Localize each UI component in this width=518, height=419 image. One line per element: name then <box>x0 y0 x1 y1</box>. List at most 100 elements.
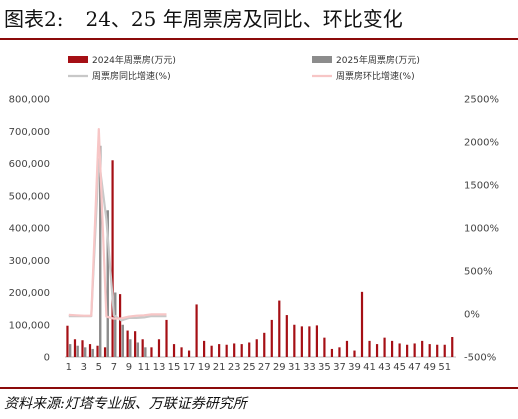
figure-label: 图表2: <box>4 7 64 31</box>
series-2024-bars <box>66 160 454 357</box>
legend-2025-swatch <box>312 56 332 63</box>
bar-2024 <box>73 339 77 357</box>
top-rule <box>0 38 518 40</box>
bar-2025 <box>68 344 72 357</box>
x-tick-label: 17 <box>183 362 196 373</box>
left-tick-label: 600,000 <box>9 159 50 170</box>
bar-2024 <box>285 315 288 357</box>
growth-lines <box>68 127 167 322</box>
chart-legend: 2024年周票房(万元) 2025年周票房(万元) 周票房同比增速(%) 周票房环比增… <box>68 54 420 82</box>
bar-2024 <box>428 344 431 357</box>
bar-2025 <box>76 345 79 357</box>
x-tick-label: 51 <box>438 362 451 373</box>
right-tick-label: 0% <box>464 310 480 321</box>
bar-2024 <box>240 344 243 357</box>
bar-2024 <box>353 350 356 357</box>
left-tick-label: 300,000 <box>9 256 50 267</box>
bar-2024 <box>421 340 424 357</box>
weekly-box-office-chart: 0 100,000 200,000 300,000 400,000 500,000 600,… <box>9 54 499 373</box>
right-tick-label: -500% <box>464 353 496 364</box>
bar-2025 <box>144 347 147 357</box>
x-tick-label: 25 <box>243 362 256 373</box>
bar-2024 <box>210 345 213 357</box>
line-wow-growth <box>68 127 167 320</box>
figure-title: 图表2: 24、25 年周票房及同比、环比变化 <box>4 4 514 34</box>
bar-2024 <box>323 337 326 357</box>
left-tick-label: 200,000 <box>9 288 50 299</box>
x-tick-label: 5 <box>96 362 102 373</box>
bar-2024 <box>195 304 198 357</box>
bar-2025 <box>99 145 102 357</box>
figure-title-text: 24、25 年周票房及同比、环比变化 <box>85 7 403 31</box>
x-tick-label: 1 <box>66 362 72 373</box>
bar-2024 <box>150 347 153 357</box>
bar-2024 <box>338 347 341 357</box>
bar-2024 <box>134 331 137 357</box>
bar-2024 <box>141 339 144 357</box>
source-note: 资料来源:灯塔专业版、万联证券研究所 <box>4 396 247 412</box>
right-tick-label: 500% <box>464 267 493 278</box>
bar-2024 <box>451 337 454 357</box>
x-tick-label: 37 <box>333 362 346 373</box>
line-yoy-growth <box>68 158 167 322</box>
bar-2025 <box>129 339 132 357</box>
left-tick-label: 500,000 <box>9 191 50 202</box>
bar-2024 <box>345 340 349 357</box>
bar-2025 <box>106 210 109 357</box>
legend-2025-label: 2025年周票房(万元) <box>336 54 420 66</box>
bar-2024 <box>375 344 379 357</box>
x-tick-label: 47 <box>408 362 421 373</box>
x-tick-label: 7 <box>111 362 117 373</box>
left-tick-label: 400,000 <box>9 224 50 235</box>
x-tick-label: 49 <box>423 362 436 373</box>
x-tick-label: 13 <box>153 362 166 373</box>
left-tick-label: 800,000 <box>9 95 50 106</box>
bar-2024 <box>368 340 371 357</box>
bar-2024 <box>187 350 191 357</box>
x-tick-label: 31 <box>288 362 301 373</box>
bar-2024 <box>398 343 401 357</box>
bottom-rule <box>0 387 518 389</box>
bar-2024 <box>308 326 311 357</box>
x-axis: 1 3 5 7 9 11 13 15 17 19 21 23 25 27 29 31 33 35 37 39 41 43 4… <box>65 356 456 373</box>
bar-2025 <box>136 342 140 357</box>
x-tick-label: 11 <box>138 362 151 373</box>
x-tick-label: 9 <box>126 362 132 373</box>
bar-2024 <box>383 337 386 357</box>
x-tick-label: 15 <box>168 362 181 373</box>
right-tick-label: 2500% <box>464 95 499 106</box>
left-tick-label: 700,000 <box>9 127 50 138</box>
bar-2024 <box>225 344 228 357</box>
series-2025-bars <box>68 145 147 357</box>
bar-2024 <box>315 325 318 357</box>
x-tick-label: 27 <box>258 362 271 373</box>
bar-2024 <box>103 347 107 357</box>
bar-2024 <box>293 324 296 357</box>
bar-2024 <box>126 330 129 357</box>
legend-2024-swatch <box>68 56 88 63</box>
legend-yoy-label: 周票房同比增速(%) <box>92 70 171 82</box>
bar-2024 <box>233 343 236 357</box>
bar-2024 <box>172 344 176 357</box>
right-tick-label: 1000% <box>464 224 499 235</box>
bar-2024 <box>436 344 439 357</box>
bar-2024 <box>263 332 266 357</box>
x-tick-label: 33 <box>303 362 316 373</box>
x-tick-label: 45 <box>393 362 406 373</box>
bar-2024 <box>111 160 114 357</box>
bar-2024 <box>96 345 99 357</box>
x-tick-label: 19 <box>198 362 211 373</box>
bar-2024 <box>278 300 281 357</box>
x-tick-label: 43 <box>378 362 391 373</box>
legend-wow-label: 周票房环比增速(%) <box>336 70 415 82</box>
bar-2024 <box>360 291 364 357</box>
bar-2024 <box>330 348 334 357</box>
left-tick-label: 0 <box>44 353 50 364</box>
bar-2024 <box>165 319 168 357</box>
bar-2025 <box>91 348 94 357</box>
bar-2024 <box>413 343 416 357</box>
bar-2025 <box>114 292 117 357</box>
bar-2024 <box>157 339 161 357</box>
bar-2024 <box>66 325 69 357</box>
x-tick-label: 35 <box>318 362 331 373</box>
